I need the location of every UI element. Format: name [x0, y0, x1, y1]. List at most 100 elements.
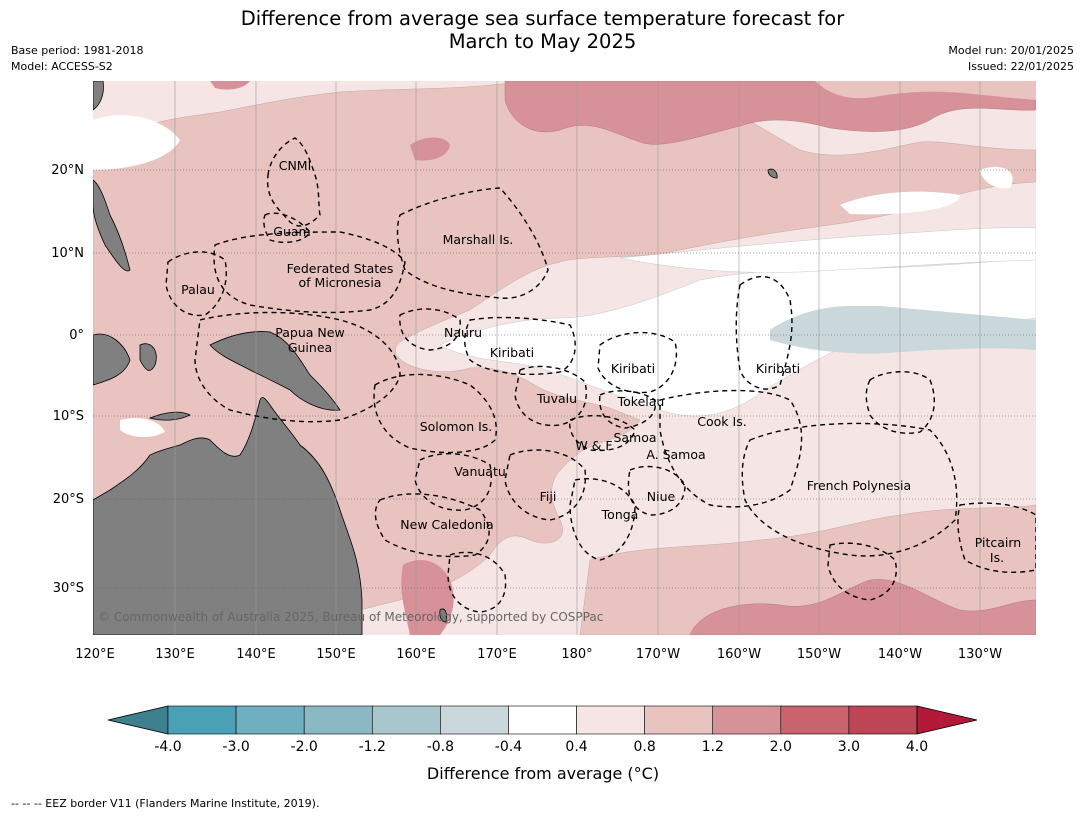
land-philippines [93, 179, 131, 272]
lat-tick-label: 30°S [53, 581, 84, 596]
colorbar-swatch [848, 705, 918, 735]
region-label: CNMI [279, 158, 312, 173]
land-new-zealand [439, 608, 448, 623]
region-label: Tuvalu [536, 391, 577, 406]
land-taiwan [93, 81, 104, 111]
meta-right: Model run: 20/01/2025 Issued: 22/01/2025 [948, 43, 1074, 75]
anomaly-patch-ne-2 [815, 81, 1036, 100]
region-label: Federated States [287, 261, 394, 276]
region-label: Samoa [613, 430, 656, 445]
colorbar-tick: -4.0 [154, 739, 181, 755]
region-label: Kiribati [611, 361, 655, 376]
region-label: Cook Is. [697, 414, 746, 429]
colorbar-swatch [508, 705, 577, 735]
eez-kiribati-gilbert [464, 316, 576, 376]
region-label: New Caledonia [400, 517, 493, 532]
base-period: Base period: 1981-2018 [11, 44, 144, 57]
lon-tick-label: 160°W [717, 647, 761, 662]
eez-marquesas [865, 371, 936, 434]
eez-austral [827, 542, 897, 601]
lon-tick-label: 140°W [878, 647, 922, 662]
eez-borders [165, 137, 1036, 613]
eez-samoa [568, 415, 636, 452]
region-label: Vanuatu [454, 464, 506, 479]
land-new-guinea [209, 331, 341, 411]
region-label: A. Samoa [646, 447, 705, 462]
eez-nauru [399, 308, 461, 351]
colorbar-label: Difference from average (°C) [427, 764, 659, 783]
colorbar-extend-low [107, 705, 169, 735]
colorbar-tick: -0.8 [427, 739, 454, 755]
lon-tick-label: 140°E [236, 647, 276, 662]
lat-tick-label: 20°S [53, 492, 84, 507]
region-label: Papua New [275, 325, 344, 340]
eez-french-polynesia [741, 422, 958, 557]
land-borneo [93, 333, 131, 386]
region-label: Tonga [601, 507, 639, 522]
anomaly-band-1.2-2.0-se [689, 579, 1036, 635]
colorbar-swatch [235, 705, 305, 735]
model-run: Model run: 20/01/2025 [948, 44, 1074, 57]
region-label: Pitcairn [975, 535, 1021, 550]
lon-tick-label: 160°E [396, 647, 436, 662]
colorbar-tick: -1.2 [359, 739, 386, 755]
region-label: Nauru [444, 325, 482, 340]
lat-tick-label: 0° [69, 328, 84, 343]
issued-date: Issued: 22/01/2025 [967, 60, 1074, 73]
lat-tick-label: 10°S [53, 409, 84, 424]
region-label: Is. [990, 550, 1004, 565]
eez-tokelau [598, 390, 657, 429]
lat-tick-label: 20°N [51, 163, 84, 178]
eez-footnote: -- -- -- EEZ border V11 (Flanders Marine… [11, 797, 320, 810]
eez-cook [659, 389, 803, 508]
region-label: Solomon Is. [420, 419, 493, 434]
land [93, 81, 778, 635]
eez-kiribati-line [735, 275, 793, 390]
colorbar-tick: -0.4 [495, 739, 522, 755]
meta-left: Base period: 1981-2018 Model: ACCESS-S2 [11, 43, 143, 75]
eez-pitcairn [957, 502, 1036, 573]
anomaly-band-1.2-2.0-ne [504, 81, 1036, 145]
title-line-1: Difference from average sea surface temp… [240, 7, 845, 30]
land-timor [148, 411, 191, 421]
anomaly-patch-white-4 [120, 418, 165, 438]
region-label: Fiji [540, 489, 557, 504]
colorbar-tick: 0.4 [565, 739, 587, 755]
region-label: W & F [575, 438, 612, 453]
colorbar-swatch [440, 705, 509, 735]
region-label: Tokelau [617, 394, 665, 409]
latitude-labels: 20°N 10°N 0° 10°S 20°S 30°S [51, 163, 84, 596]
colorbar-tick-labels: -4.0 -3.0 -2.0 -1.2 -0.8 -0.4 0.4 0.8 1.2 2.0 3.0 4… [154, 739, 928, 755]
lat-tick-label: 10°N [51, 246, 84, 261]
eez-kiribati-phoenix [597, 331, 678, 394]
colorbar-tick: 2.0 [770, 739, 792, 755]
land-australia [93, 397, 363, 635]
lon-tick-label: 170°E [477, 647, 517, 662]
model-name: Model: ACCESS-S2 [11, 60, 113, 73]
map-title: Difference from average sea surface temp… [0, 7, 1085, 53]
eez-marshall [396, 187, 549, 299]
colorbar [107, 705, 978, 735]
longitude-labels: 120°E 130°E 140°E 150°E 160°E 170°E 180° 170°W 1… [75, 647, 1002, 662]
region-label: Guinea [288, 340, 332, 355]
region-label: Kiribati [756, 361, 800, 376]
colorbar-tick: 3.0 [838, 739, 860, 755]
lon-tick-label: 150°E [316, 647, 356, 662]
lon-tick-label: 130°E [155, 647, 195, 662]
land-sulawesi [139, 343, 157, 371]
colorbar-swatch [167, 705, 237, 735]
eez-vanuatu [414, 452, 492, 511]
region-label: French Polynesia [807, 478, 911, 493]
colorbar-tick: 0.8 [634, 739, 656, 755]
eez-solomon [373, 373, 497, 454]
colorbar-tick: 1.2 [702, 739, 724, 755]
gridlines [93, 81, 1036, 635]
anomaly-patch-north-1 [410, 137, 450, 161]
eez-kermadec [447, 551, 507, 613]
anomaly-patch-white-3 [93, 115, 180, 170]
region-label: of Micronesia [299, 275, 382, 290]
eez-guam [263, 212, 311, 244]
colorbar-swatch [371, 705, 441, 735]
